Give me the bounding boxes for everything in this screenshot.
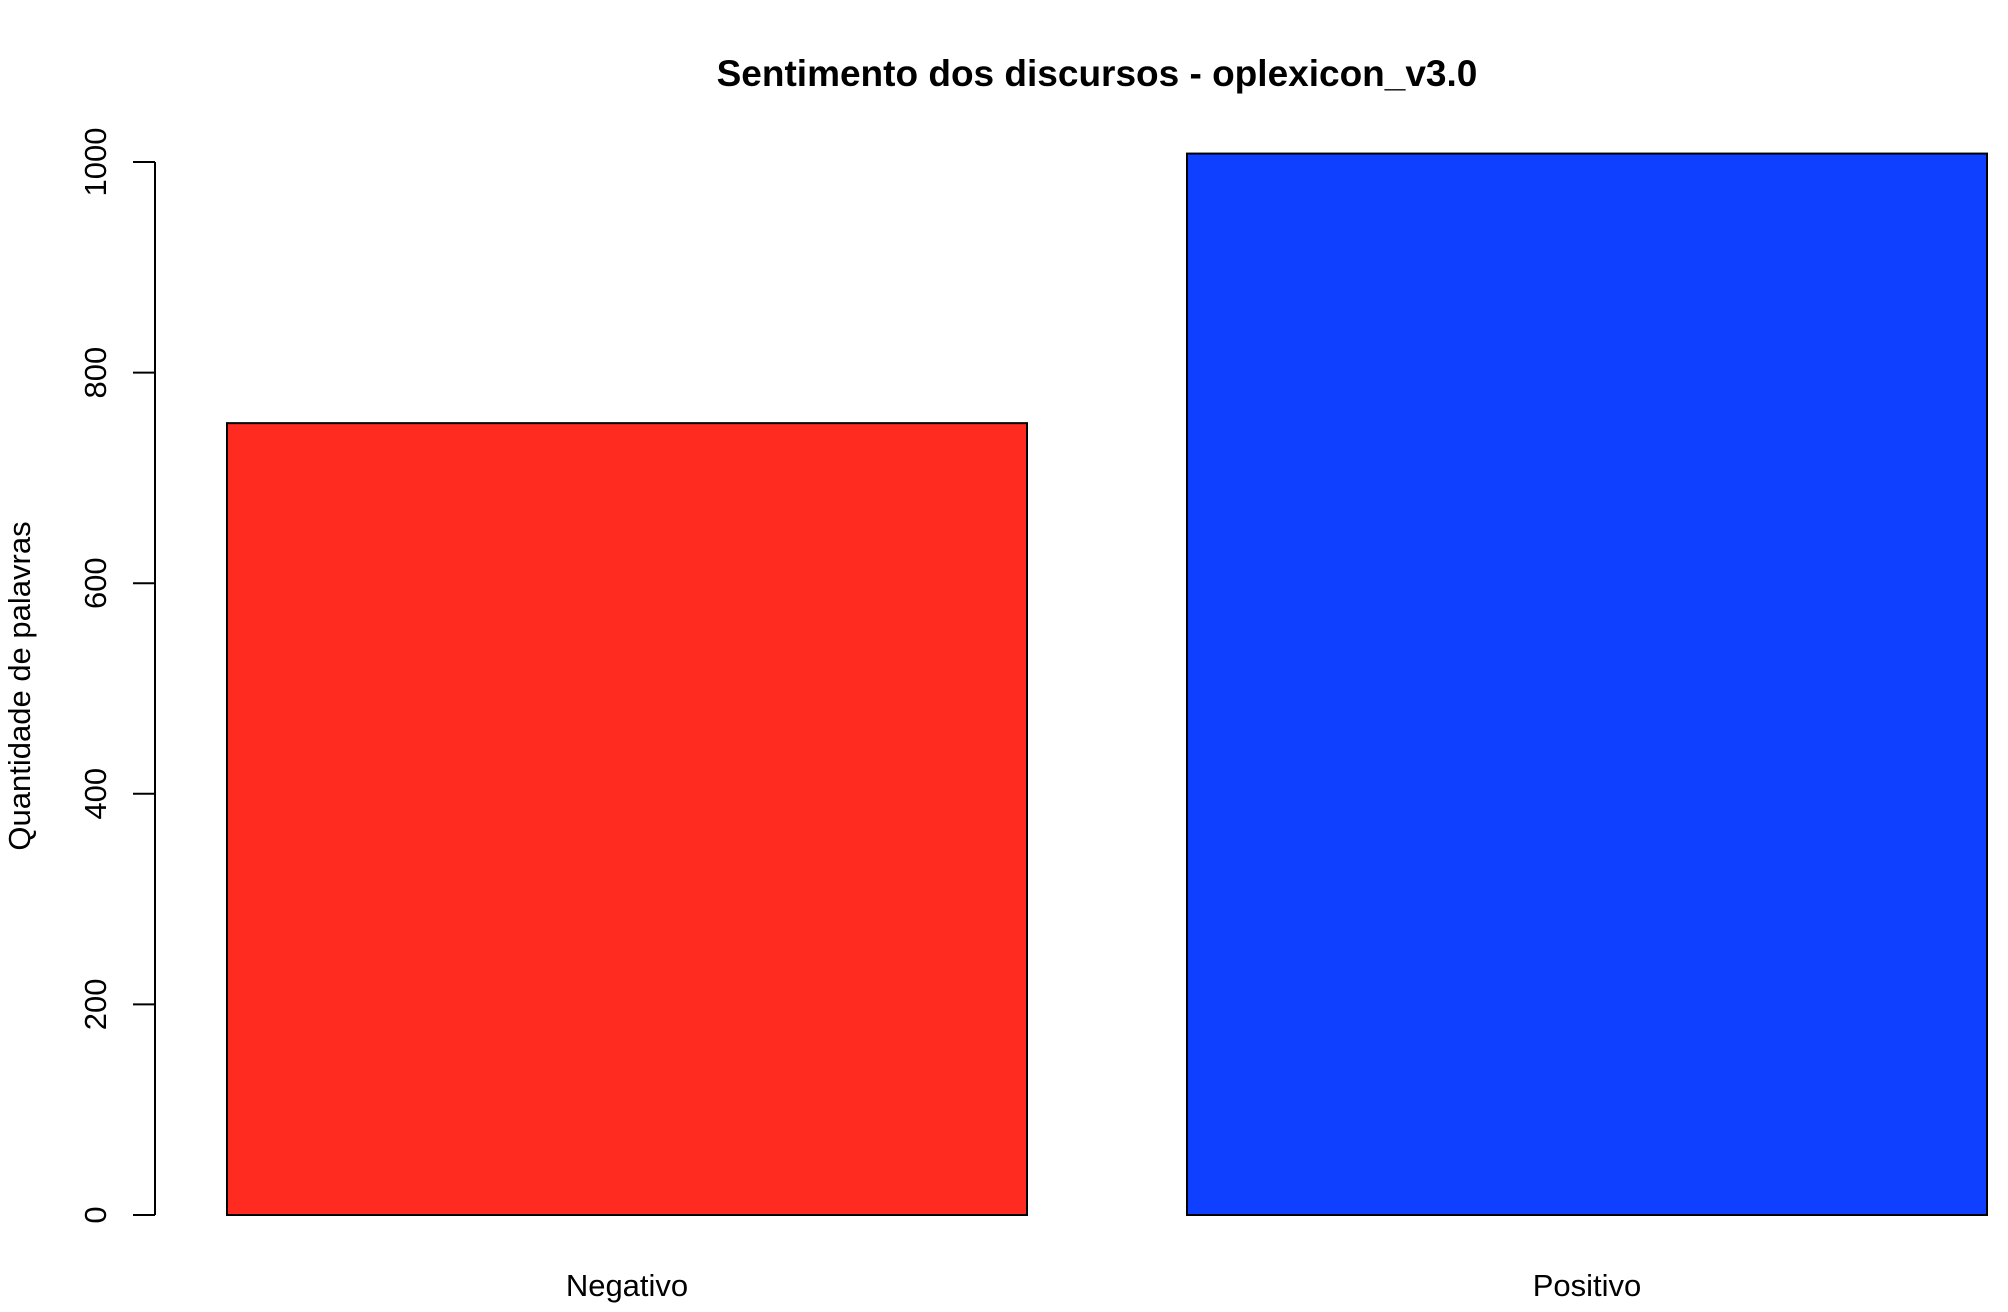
- chart-title: Sentimento dos discursos - oplexicon_v3.…: [717, 53, 1478, 94]
- y-axis-label: Quantidade de palavras: [2, 521, 37, 850]
- y-tick-label: 800: [78, 347, 113, 399]
- y-tick-label: 400: [78, 768, 113, 820]
- y-tick-label: 0: [78, 1206, 113, 1223]
- bar-positivo: [1186, 152, 1988, 1216]
- bar-negativo: [226, 422, 1028, 1217]
- bars-group: [226, 152, 1988, 1217]
- y-tick-label: 600: [78, 557, 113, 609]
- x-axis-labels: Negativo Positivo: [566, 1268, 1641, 1303]
- y-tick-label: 1000: [78, 128, 113, 197]
- y-tick-label: 200: [78, 979, 113, 1031]
- y-axis-ticks: 0 200 400 600 800 1000: [78, 128, 155, 1224]
- x-tick-label: Negativo: [566, 1268, 688, 1303]
- x-tick-label: Positivo: [1533, 1268, 1642, 1303]
